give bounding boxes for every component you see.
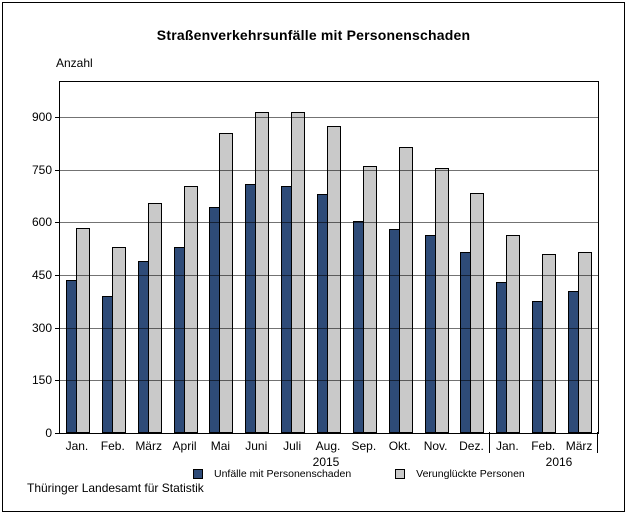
year-separator-2015	[489, 432, 490, 453]
bar-verungglueckte-8	[326, 126, 341, 433]
y-tick-300	[55, 327, 60, 329]
plot-area: 0 150 300 450 600 750 900	[32, 81, 599, 439]
x-label-13-Jan: Jan.	[495, 439, 519, 453]
x-label-14-Feb: Feb.	[531, 439, 556, 453]
year-separator-2016	[597, 432, 598, 453]
bar-verungglueckte-4	[183, 186, 198, 433]
y-tick-label-900: 900	[31, 110, 52, 125]
bar-group-14-Feb	[526, 82, 562, 433]
x-label-10-Okt: Okt.	[388, 439, 411, 453]
bar-group-7-Juli	[275, 82, 311, 433]
x-label-8-Aug: Aug.	[315, 439, 341, 453]
bar-group-8-Aug	[311, 82, 347, 433]
x-label-7-Juli: Juli	[283, 439, 302, 453]
y-tick-900	[55, 117, 60, 119]
legend-label-verungglueckte: Verunglückte Personen	[416, 468, 525, 480]
y-tick-150	[55, 380, 60, 382]
x-label-4-April: April	[172, 439, 197, 453]
bar-verungglueckte-10	[398, 147, 413, 433]
y-tick-label-450: 450	[31, 268, 52, 283]
source-note: Thüringer Landesamt für Statistik	[27, 481, 204, 495]
y-tick-600	[55, 222, 60, 224]
bar-group-15-März	[562, 82, 598, 433]
bar-group-13-Jan	[490, 82, 526, 433]
gridline-600	[60, 222, 598, 224]
y-tick-label-0: 0	[45, 426, 52, 440]
legend-item-verungglueckte: Verunglückte Personen	[395, 468, 525, 480]
chart-title: Straßenverkehrsunfälle mit Personenschad…	[156, 27, 471, 43]
legend-label-unfaelle: Unfälle mit Personenschaden	[214, 468, 352, 480]
gridline-900	[60, 117, 598, 119]
y-tick-label-150: 150	[31, 373, 52, 388]
bar-verungglueckte-3	[147, 203, 162, 433]
bar-group-10-Okt	[383, 82, 419, 433]
bar-verungglueckte-13	[506, 235, 521, 433]
gridline-750	[60, 169, 598, 171]
x-label-11-Nov: Nov.	[423, 439, 448, 453]
bar-verungglueckte-14	[542, 254, 557, 433]
bar-verungglueckte-5	[219, 133, 234, 433]
gridline-450	[60, 275, 598, 277]
bar-verungglueckte-7	[291, 112, 306, 433]
bar-verungglueckte-2	[111, 247, 126, 433]
y-tick-label-300: 300	[31, 320, 52, 335]
x-label-15-März: März	[565, 439, 593, 453]
bar-group-4-April	[168, 82, 204, 433]
year-label-2016: 2016	[545, 455, 573, 469]
bar-group-6-Juni	[239, 82, 275, 433]
gridline-150	[60, 380, 598, 382]
legend-swatch-verungglueckte	[395, 469, 406, 479]
bar-group-1-Jan	[60, 82, 96, 433]
gridline-300	[60, 327, 598, 329]
y-tick-450	[55, 275, 60, 277]
y-axis-title: Anzahl	[56, 56, 93, 70]
x-label-5-Mai: Mai	[210, 439, 231, 453]
bar-verungglueckte-12	[470, 193, 485, 433]
x-label-2-Feb: Feb.	[100, 439, 125, 453]
y-tick-label-750: 750	[31, 162, 52, 177]
legend-item-unfaelle: Unfälle mit Personenschaden	[193, 468, 351, 480]
year-label-2015: 2015	[312, 455, 340, 469]
bar-verungglueckte-6	[255, 112, 270, 433]
x-label-3-März: März	[135, 439, 162, 453]
y-tick-750	[55, 169, 60, 171]
bar-verungglueckte-11	[434, 168, 449, 433]
bar-group-3-März	[132, 82, 168, 433]
x-label-12-Dez: Dez.	[459, 439, 484, 453]
y-tick-0	[55, 433, 60, 434]
bar-group-9-Sep	[347, 82, 383, 433]
bar-group-2-Feb	[96, 82, 132, 433]
bar-verungglueckte-9	[362, 166, 377, 433]
y-tick-label-600: 600	[31, 215, 52, 230]
bar-group-12-Dez	[455, 82, 491, 433]
bar-verungglueckte-1	[75, 228, 90, 433]
bar-verungglueckte-15	[578, 252, 593, 433]
x-label-9-Sep: Sep.	[351, 439, 377, 453]
x-label-6-Juni: Juni	[245, 439, 268, 453]
legend-swatch-unfaelle	[193, 469, 203, 479]
bar-group-5-Mai	[203, 82, 239, 433]
bar-group-11-Nov	[419, 82, 455, 433]
x-label-1-Jan: Jan.	[65, 439, 89, 453]
legend: Unfälle mit Personenschaden Verunglückte…	[193, 468, 525, 480]
